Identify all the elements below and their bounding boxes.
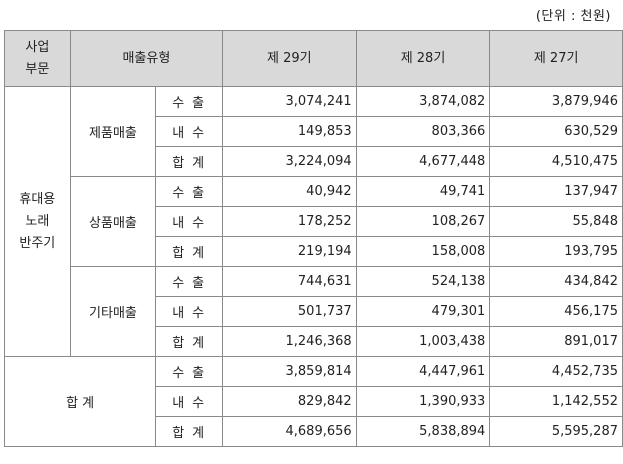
header-period-27: 제 27기 — [489, 30, 623, 87]
header-segment: 사업 부문 — [4, 30, 71, 87]
value-cell: 3,074,241 — [222, 86, 357, 117]
table-row: 내수 149,853 803,366 630,529 — [5, 116, 623, 147]
value-cell: 55,848 — [489, 206, 623, 237]
value-cell: 524,138 — [355, 266, 491, 297]
table-row: 내수 501,737 479,301 456,175 — [5, 296, 623, 327]
total-label: 합 계 — [3, 356, 157, 447]
value-cell: 4,677,448 — [355, 146, 491, 177]
value-cell: 3,874,082 — [355, 86, 491, 117]
row-type: 내수 — [155, 386, 224, 417]
table-row: 합계 4,689,656 5,838,894 5,595,287 — [5, 416, 623, 447]
group-name: 상품매출 — [69, 176, 157, 267]
row-type: 내수 — [155, 296, 224, 327]
value-cell: 3,224,094 — [222, 146, 357, 177]
value-cell: 219,194 — [222, 236, 357, 267]
value-cell: 1,390,933 — [355, 386, 491, 417]
value-cell: 479,301 — [355, 296, 491, 327]
value-cell: 193,795 — [489, 236, 623, 267]
group-name: 제품매출 — [69, 86, 157, 177]
table-row: 내수 178,252 108,267 55,848 — [5, 206, 623, 237]
value-cell: 4,689,656 — [222, 416, 357, 447]
header-period-29: 제 29기 — [222, 30, 357, 87]
value-cell: 1,142,552 — [489, 386, 623, 417]
value-cell: 137,947 — [489, 176, 623, 207]
value-cell: 5,595,287 — [489, 416, 623, 447]
value-cell: 891,017 — [489, 326, 623, 357]
row-type: 합계 — [155, 326, 224, 357]
segment-name: 휴대용 노래 반주기 — [4, 86, 71, 357]
value-cell: 1,003,438 — [355, 326, 491, 357]
value-cell: 829,842 — [222, 386, 357, 417]
value-cell: 3,859,814 — [222, 356, 357, 387]
value-cell: 49,741 — [355, 176, 491, 207]
value-cell: 1,246,368 — [222, 326, 357, 357]
value-cell: 4,510,475 — [489, 146, 623, 177]
table-row: 내수 829,842 1,390,933 1,142,552 — [5, 386, 623, 417]
table-row: 합계 1,246,368 1,003,438 891,017 — [5, 326, 623, 357]
value-cell: 149,853 — [222, 116, 357, 147]
value-cell: 3,879,946 — [489, 86, 623, 117]
row-type: 내수 — [155, 206, 224, 237]
value-cell: 803,366 — [355, 116, 491, 147]
header-sales-type: 매출유형 — [69, 30, 224, 87]
value-cell: 456,175 — [489, 296, 623, 327]
row-type: 내수 — [155, 116, 224, 147]
value-cell: 40,942 — [222, 176, 357, 207]
table-row: 합계 3,224,094 4,677,448 4,510,475 — [5, 146, 623, 177]
sales-table: 사업 부문 매출유형 제 29기 제 28기 제 27기 휴대용 노래 반주기 … — [3, 30, 623, 447]
value-cell: 501,737 — [222, 296, 357, 327]
row-type: 합계 — [155, 416, 224, 447]
row-type: 합계 — [155, 236, 224, 267]
value-cell: 630,529 — [489, 116, 623, 147]
table-row: 기타매출 수출 744,631 524,138 434,842 — [5, 266, 623, 357]
table-row: 휴대용 노래 반주기 제품매출 수출 3,074,241 3,874,082 3… — [4, 86, 623, 357]
header-period-28: 제 28기 — [355, 30, 491, 87]
table-row: 합 계 수출 3,859,814 4,447,961 4,452,735 — [3, 356, 623, 447]
value-cell: 158,008 — [355, 236, 491, 267]
header-row: 사업 부문 매출유형 제 29기 제 28기 제 27기 — [4, 30, 623, 87]
value-cell: 4,447,961 — [355, 356, 491, 387]
table-row: 합계 219,194 158,008 193,795 — [5, 236, 623, 267]
row-type: 수출 — [155, 176, 224, 207]
value-cell: 4,452,735 — [489, 356, 623, 387]
table-row: 상품매출 수출 40,942 49,741 137,947 — [5, 176, 623, 267]
value-cell: 434,842 — [489, 266, 623, 297]
value-cell: 108,267 — [355, 206, 491, 237]
value-cell: 744,631 — [222, 266, 357, 297]
row-type: 합계 — [155, 146, 224, 177]
row-type: 수출 — [155, 356, 224, 387]
group-name: 기타매출 — [69, 266, 157, 357]
unit-note: (단위 : 천원) — [535, 9, 611, 24]
value-cell: 5,838,894 — [355, 416, 491, 447]
value-cell: 178,252 — [222, 206, 357, 237]
row-type: 수출 — [155, 266, 224, 297]
row-type: 수출 — [155, 86, 224, 117]
